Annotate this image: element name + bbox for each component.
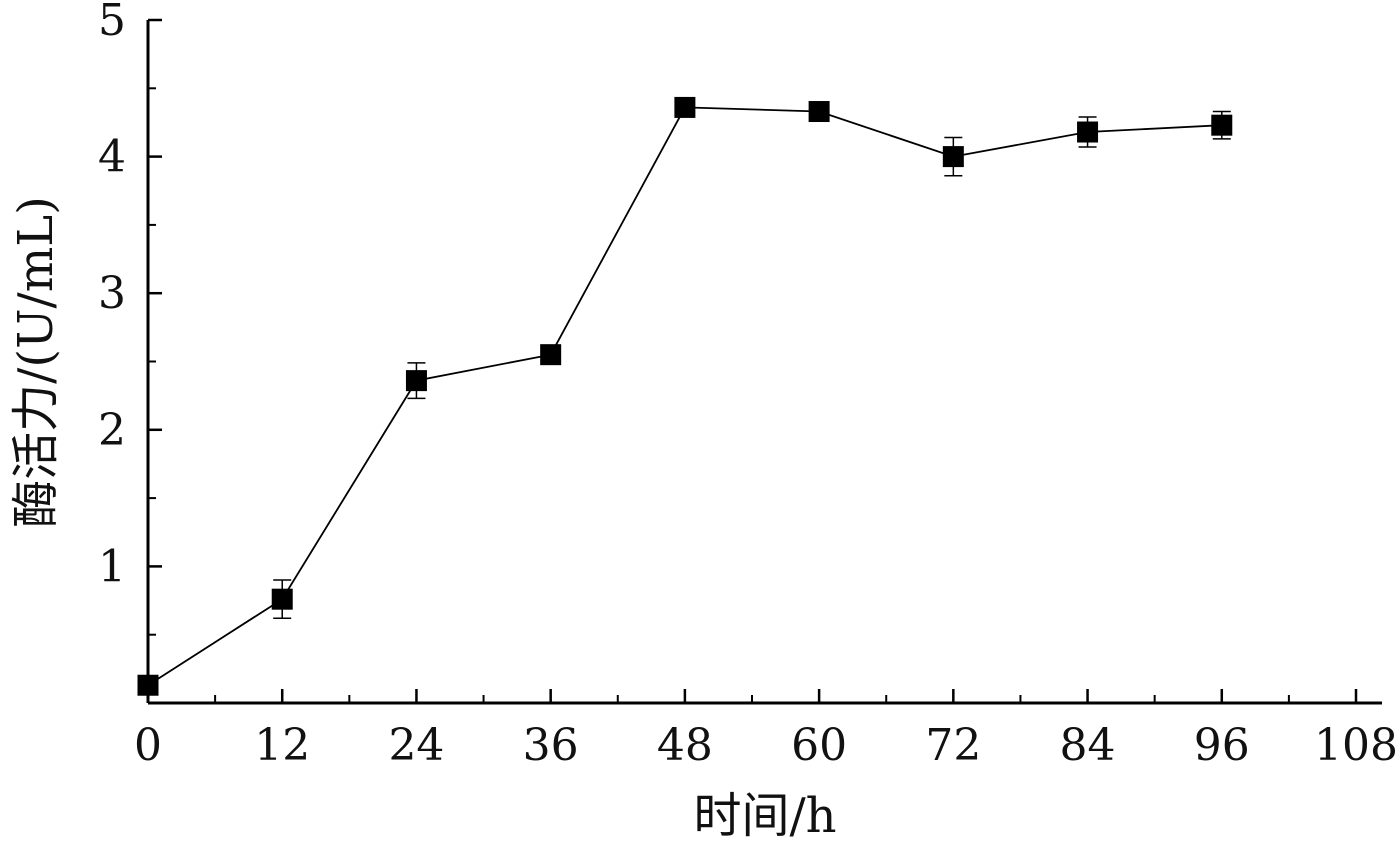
data-point-marker [405, 370, 427, 392]
data-point-marker [1211, 114, 1233, 136]
x-axis-title: 时间/h [693, 788, 836, 843]
axes [146, 20, 1382, 705]
y-tick-label: 5 [98, 0, 126, 46]
x-tick-label: 96 [1194, 720, 1250, 771]
data-point-marker [808, 101, 830, 123]
y-tick-label: 4 [98, 132, 126, 183]
data-point-marker [942, 146, 964, 168]
x-tick-label: 36 [523, 720, 579, 771]
x-tick-label: 0 [134, 720, 162, 771]
data-point-marker [1077, 121, 1099, 143]
series-line [147, 106, 1222, 686]
x-tick-label: 24 [388, 720, 444, 771]
data-point-marker [271, 588, 293, 610]
data-point-marker [137, 674, 159, 696]
x-tick-label: 72 [925, 720, 981, 771]
x-tick-label: 84 [1060, 720, 1116, 771]
y-tick-label: 2 [98, 405, 126, 456]
y-tick-label: 3 [98, 268, 126, 319]
x-tick-label: 48 [657, 720, 713, 771]
data-point-marker [674, 96, 696, 118]
tick-marks [146, 18, 1358, 703]
y-tick-label: 1 [98, 541, 126, 592]
x-tick-label: 108 [1314, 720, 1398, 771]
x-tick-label: 12 [254, 720, 310, 771]
data-point-marker [540, 344, 562, 366]
x-tick-label: 60 [791, 720, 847, 771]
y-axis-title: 酶活力/(U/mL) [8, 196, 64, 528]
data-series [137, 96, 1233, 696]
